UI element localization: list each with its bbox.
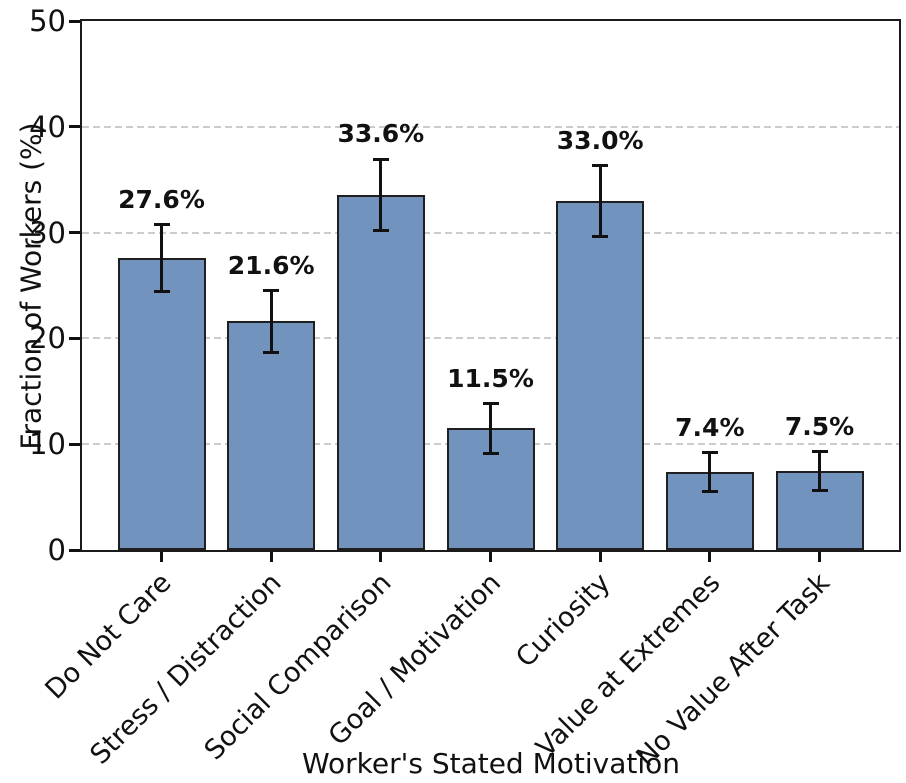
- y-tick-mark: [69, 336, 80, 340]
- plot-area: 27.6% 21.6% 33.6% 11.5% 33.0% 7.4% 7.5%: [80, 19, 901, 552]
- error-bar-top-cap: [592, 163, 609, 167]
- y-tick-label: 30: [29, 215, 66, 250]
- error-bar: [482, 401, 499, 455]
- gridline: [82, 231, 899, 234]
- error-bar-bottom-cap: [811, 488, 828, 492]
- error-bar-top-cap: [482, 401, 499, 405]
- error-bar: [153, 223, 170, 293]
- x-tick-mark: [379, 552, 383, 562]
- error-bar-stem: [269, 288, 273, 355]
- error-bar-top-cap: [701, 450, 718, 454]
- error-bar-bottom-cap: [701, 489, 718, 493]
- error-bar-top-cap: [372, 157, 389, 161]
- error-bar-stem: [598, 163, 602, 238]
- error-bar-bottom-cap: [372, 228, 389, 232]
- error-bar-top-cap: [811, 449, 828, 453]
- error-bar-bottom-cap: [592, 234, 609, 238]
- error-bar: [592, 163, 609, 238]
- bar: [117, 258, 206, 550]
- value-label: 7.5%: [784, 411, 855, 441]
- y-tick-mark: [69, 231, 80, 235]
- x-tick-mark: [708, 552, 712, 562]
- x-tick-mark: [160, 552, 163, 562]
- x-tick-mark: [489, 552, 492, 562]
- value-label: 33.6%: [337, 119, 425, 149]
- bar: [336, 194, 425, 550]
- y-tick-label: 10: [29, 427, 66, 462]
- x-tick-label: Stress / Distraction: [84, 567, 288, 771]
- value-label: 7.4%: [675, 412, 745, 442]
- y-tick-label: 20: [29, 321, 66, 356]
- x-tick-label: Social Comparison: [198, 567, 398, 767]
- error-bar-bottom-cap: [482, 451, 499, 455]
- error-bar-stem: [379, 157, 383, 232]
- value-label: 11.5%: [447, 363, 534, 393]
- x-tick-label: Value at Extremes: [530, 567, 727, 764]
- error-bar-bottom-cap: [153, 289, 170, 293]
- y-axis-title: Fraction of Workers (%): [14, 122, 48, 450]
- error-bar-stem: [708, 450, 712, 493]
- error-bar-stem: [489, 401, 492, 455]
- gridline: [82, 125, 899, 128]
- x-tick-mark: [598, 552, 602, 562]
- bar: [227, 321, 316, 550]
- value-label: 21.6%: [227, 250, 315, 280]
- error-bar: [811, 449, 828, 492]
- x-tick-label: No Value After Task: [630, 567, 836, 773]
- value-label: 27.6%: [118, 185, 205, 215]
- y-tick-label: 40: [29, 109, 66, 144]
- y-tick-label: 50: [29, 4, 66, 38]
- error-bar-top-cap: [263, 288, 280, 292]
- y-tick-mark: [69, 125, 80, 129]
- error-bar-stem: [818, 449, 821, 492]
- error-bar: [263, 288, 280, 355]
- error-bar-top-cap: [153, 223, 170, 227]
- error-bar: [701, 450, 718, 493]
- y-tick-label: 0: [47, 533, 66, 567]
- x-axis-title: Worker's Stated Motivation: [301, 747, 681, 780]
- x-tick-mark: [818, 552, 821, 562]
- error-bar-stem: [160, 223, 163, 293]
- bar: [556, 200, 645, 550]
- gridline: [82, 337, 899, 340]
- y-tick-mark: [69, 19, 80, 23]
- x-tick-mark: [269, 552, 273, 562]
- error-bar-bottom-cap: [263, 351, 280, 355]
- y-tick-mark: [69, 442, 80, 446]
- y-tick-mark: [69, 548, 80, 552]
- value-label: 33.0%: [556, 125, 644, 155]
- x-tick-label: Curiosity: [510, 567, 617, 674]
- error-bar: [372, 157, 389, 232]
